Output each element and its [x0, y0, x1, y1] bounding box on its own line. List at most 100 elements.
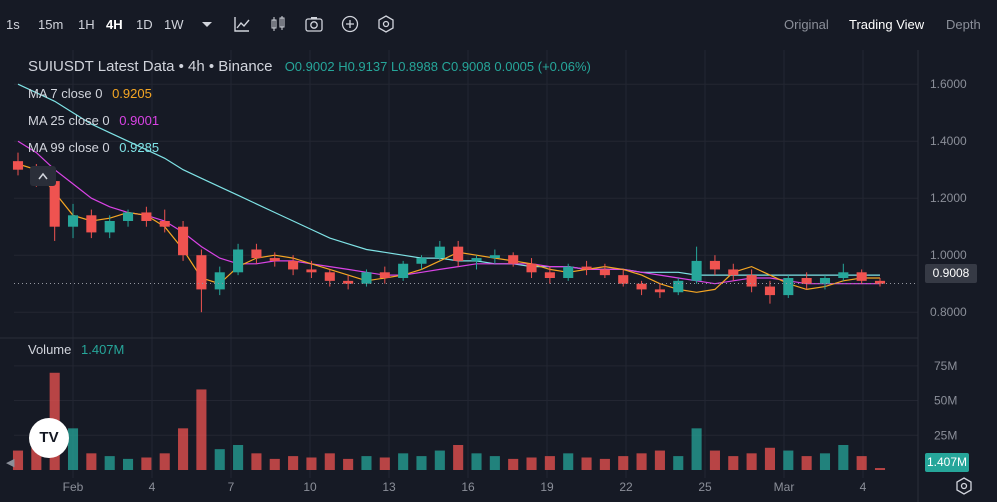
candle-body: [324, 272, 335, 281]
candle-body: [86, 215, 97, 233]
time-axis-label: 4: [860, 480, 867, 494]
candle-body: [764, 286, 776, 296]
volume-bar: [654, 450, 665, 470]
candle-body: [361, 272, 372, 284]
timeframe-1w[interactable]: 1W: [164, 17, 184, 32]
volume-axis-label: 50M: [934, 394, 957, 408]
candlestick-series: [12, 152, 886, 313]
volume-bar: [453, 445, 464, 470]
tab-original[interactable]: Original: [784, 17, 829, 32]
timeframe-1h[interactable]: 1H: [78, 17, 95, 32]
volume-bar: [563, 453, 574, 470]
volume-bar: [86, 453, 97, 470]
time-axis-label: 13: [382, 480, 396, 494]
candle-body: [379, 272, 390, 278]
candle-body: [673, 280, 684, 293]
volume-bar: [819, 453, 831, 470]
volume-bar: [599, 458, 610, 470]
volume-bar: [434, 450, 445, 470]
candle-body: [544, 272, 555, 278]
candle-body: [746, 275, 757, 287]
timeframe-1s[interactable]: 1s: [6, 17, 20, 32]
candle-body: [581, 266, 592, 270]
timeframe-1d[interactable]: 1D: [136, 17, 153, 32]
time-axis-label: 10: [303, 480, 317, 494]
ma25-line: [17, 140, 880, 285]
current-volume-tag: 1.407M: [925, 453, 969, 472]
volume-bar: [398, 453, 409, 470]
volume-bar: [178, 428, 189, 470]
candle-body: [599, 269, 610, 276]
candle-body: [49, 181, 60, 227]
candle-body: [856, 272, 867, 281]
volume-bar: [581, 457, 592, 470]
volume-bar: [746, 453, 757, 470]
tradingview-logo: TV: [29, 418, 69, 458]
chevron-down-icon[interactable]: [197, 14, 217, 34]
candle-body: [306, 269, 317, 273]
ma7-legend[interactable]: MA 7 close 0 0.9205: [28, 86, 152, 101]
low-value: L0.8988: [390, 59, 438, 74]
candle-body: [636, 283, 647, 290]
price-axis-label: 1.6000: [930, 77, 967, 91]
add-icon[interactable]: [340, 14, 360, 34]
candle-type-icon[interactable]: [268, 14, 288, 34]
volume-legend: Volume 1.407M: [28, 342, 124, 357]
time-axis-label: Mar: [774, 480, 795, 494]
candle-body: [489, 255, 500, 259]
timeframe-15m[interactable]: 15m: [38, 17, 64, 32]
candle-body: [159, 221, 170, 227]
collapse-legend-button[interactable]: [30, 166, 56, 186]
volume-bar: [379, 457, 390, 470]
chart-settings-icon[interactable]: [954, 476, 974, 496]
time-axis-label: 19: [540, 480, 554, 494]
volume-bar: [67, 428, 79, 470]
top-toolbar: 1s 15m 1H 4H 1D 1W Original Trading View…: [0, 0, 997, 50]
open-value: O0.9002: [284, 59, 335, 74]
candle-body: [196, 255, 207, 290]
scroll-left-icon[interactable]: ◀: [6, 457, 15, 469]
time-axis-label: 4: [149, 480, 156, 494]
volume-bar: [874, 468, 886, 470]
volume-bar: [288, 456, 299, 470]
candle-body: [343, 280, 354, 284]
screenshot-icon[interactable]: [304, 14, 324, 34]
volume-bar: [416, 456, 427, 470]
ma25-legend[interactable]: MA 25 close 0 0.9001: [28, 113, 159, 128]
ma99-label: MA 99 close 0: [28, 140, 110, 155]
candle-body: [398, 263, 409, 278]
candle-body: [471, 258, 482, 261]
tab-trading-view[interactable]: Trading View: [849, 17, 925, 32]
settings-hex-icon[interactable]: [376, 14, 396, 34]
candle-body: [801, 278, 812, 284]
candle-body: [104, 221, 115, 233]
symbol-title: SUIUSDT Latest Data • 4h • Binance: [28, 58, 273, 75]
timeframe-4h[interactable]: 4H: [106, 17, 123, 32]
candle-body: [526, 263, 537, 273]
candle-body: [251, 249, 262, 259]
price-axis-label: 0.8000: [930, 305, 967, 319]
indicator-icon[interactable]: [232, 14, 252, 34]
tab-depth[interactable]: Depth: [946, 17, 981, 32]
volume-bar: [306, 457, 317, 470]
volume-bar: [764, 447, 776, 470]
candle-body: [122, 212, 134, 221]
volume-bar: [618, 456, 629, 470]
candle-body: [618, 275, 629, 284]
volume-bar: [214, 449, 225, 470]
axis-labels: 1.6000 1.4000 1.2000 1.0000 0.8000 75M 50M 25M F…: [63, 77, 967, 494]
volume-bar: [141, 457, 152, 470]
volume-bar: [691, 428, 702, 470]
candle-body: [453, 246, 464, 261]
candle-body: [214, 272, 225, 290]
volume-bar: [544, 456, 555, 470]
candle-body: [838, 272, 849, 278]
ma99-legend[interactable]: MA 99 close 0 0.9285: [28, 140, 159, 155]
ma99-value: 0.9285: [119, 140, 160, 155]
candle-body: [269, 258, 280, 261]
candle-body: [178, 226, 189, 256]
volume-bar: [196, 389, 207, 470]
candle-body: [288, 260, 299, 270]
ma7-line: [17, 163, 880, 293]
